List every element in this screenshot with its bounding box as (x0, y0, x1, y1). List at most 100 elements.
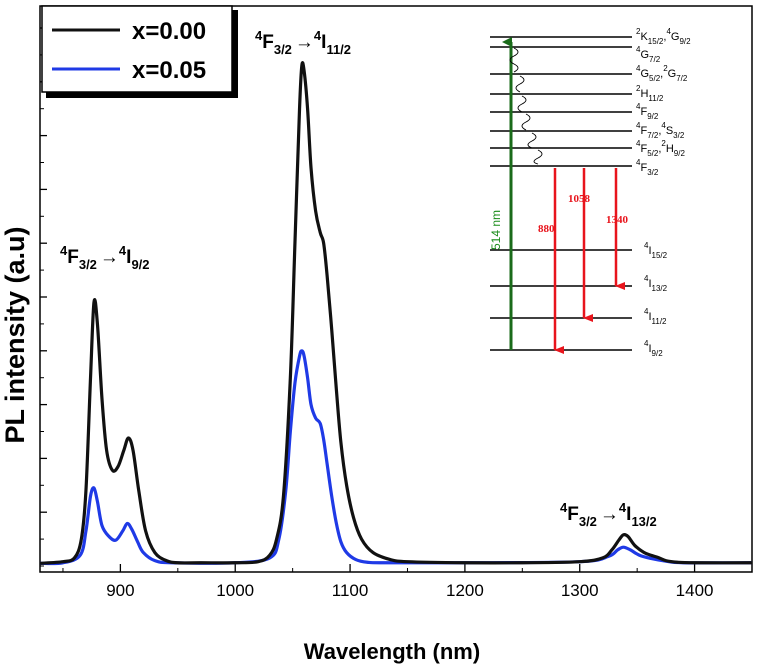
l3-a: 4 (636, 64, 641, 73)
l12-c: 9/2 (652, 349, 664, 358)
ann1-up1: 4 (60, 243, 68, 258)
l6-d: , (658, 125, 661, 137)
l1-g: 9/2 (679, 37, 691, 46)
l7-c: 5/2 (647, 149, 659, 158)
l6-a: 4 (636, 121, 641, 130)
ann2-main1: F (262, 32, 274, 53)
l12-a: 4 (644, 339, 649, 348)
l2-a: 4 (636, 45, 641, 54)
l4-b: H (640, 88, 648, 100)
ann3-arrow: → (600, 504, 619, 525)
x-tick-label-900: 900 (106, 581, 134, 600)
l1-c: 15/2 (648, 37, 664, 46)
annotation-peak3: 4F3/2 →4I13/2 (560, 500, 657, 529)
l5-a: 4 (636, 102, 641, 111)
l9-a: 4 (644, 241, 649, 250)
pump-label: 514 nm (489, 210, 503, 250)
svg-text:4F3/2→4I13/2: 4F3/2 →4I13/2 (560, 500, 657, 529)
l7-a: 4 (636, 139, 641, 148)
ann2-main2: I (321, 32, 326, 53)
l1-d: , (663, 31, 666, 43)
ann3-up1: 4 (560, 500, 568, 515)
l11-a: 4 (644, 307, 649, 316)
x-tick-label-1200: 1200 (446, 581, 484, 600)
legend-label-x000: x=0.00 (132, 18, 206, 45)
l3-e: 2 (663, 64, 668, 73)
l3-c: 5/2 (649, 74, 661, 83)
ann1-main2: I (126, 247, 131, 268)
l6-e: 4 (661, 121, 666, 130)
ann1-up2: 4 (119, 243, 127, 258)
level-label-11: 4I11/2 (644, 307, 667, 326)
plot-frame (39, 5, 753, 573)
l6-b: F (640, 125, 647, 137)
ann2-sub2: 11/2 (326, 42, 351, 57)
l8-c: 3/2 (647, 168, 659, 177)
ann3-main1: F (567, 504, 579, 525)
emission-label-1058: 1058 (568, 193, 591, 205)
l2-c: 7/2 (649, 55, 661, 64)
level-label-12: 4I9/2 (644, 339, 663, 358)
x-tick-label-1100: 1100 (332, 581, 369, 600)
y-axis-title: PL intensity (a.u) (0, 226, 30, 443)
emission-label-1340: 1340 (606, 214, 629, 226)
l6-f: S (666, 125, 673, 137)
l9-c: 15/2 (652, 251, 668, 260)
ann1-arrow: → (100, 247, 119, 268)
level-label-4: 2H11/2 (636, 84, 664, 103)
l5-c: 9/2 (647, 112, 659, 121)
annotation-peak1: 4F3/2 →4I9/2 (60, 243, 150, 272)
energy-level-inset: 2K15/2,4G9/2 4G7/2 4G5/2,2G7/2 2H11/2 4F… (489, 27, 691, 358)
ann3-sub1: 3/2 (579, 514, 597, 529)
svg-text:4F3/2→4I9/2: 4F3/2 →4I9/2 (60, 243, 150, 272)
ann1-main1: F (67, 247, 79, 268)
ann2-up2: 4 (314, 28, 322, 43)
l11-c: 11/2 (652, 317, 668, 326)
annotation-peak2: 4F3/2 →4I11/2 (255, 28, 351, 57)
ann1-sub2: 9/2 (131, 257, 149, 272)
l10-c: 13/2 (652, 284, 668, 293)
ann2-up1: 4 (255, 28, 263, 43)
x-tick-label-1400: 1400 (676, 581, 714, 600)
l1-a: 2 (636, 27, 641, 36)
l7-e: 2 (661, 139, 666, 148)
legend-label-x005: x=0.05 (132, 57, 206, 84)
l4-a: 2 (636, 84, 641, 93)
l7-g: 9/2 (674, 149, 686, 158)
legend-box (41, 5, 233, 93)
l7-b: F (640, 143, 647, 155)
x-tick-label-1300: 1300 (561, 581, 599, 600)
level-label-6: 4F7/2,4S3/2 (636, 121, 685, 140)
l7-d: , (658, 143, 661, 155)
x-axis-ticks: 900 1000 1100 1200 1300 1400 (62, 564, 753, 600)
l3-b: G (640, 68, 649, 80)
svg-text:4F3/2→4I11/2: 4F3/2 →4I11/2 (255, 28, 351, 57)
l7-f: H (666, 143, 674, 155)
l3-d: , (660, 68, 663, 80)
l8-a: 4 (636, 158, 641, 167)
l10-b: I (648, 278, 651, 290)
level-label-2: 4G7/2 (636, 45, 661, 64)
l2-b: G (640, 49, 649, 61)
series-line-x000 (39, 61, 753, 565)
ann3-main2: I (626, 504, 631, 525)
l10-a: 4 (644, 274, 649, 283)
level-label-8: 4F3/2 (636, 158, 659, 177)
l1-e: 4 (666, 27, 671, 36)
ann3-sub2: 13/2 (631, 514, 656, 529)
l6-g: 3/2 (673, 131, 685, 140)
l6-c: 7/2 (647, 131, 659, 140)
y-axis-ticks (40, 27, 47, 567)
l12-b: I (648, 343, 651, 355)
l5-b: F (640, 106, 647, 118)
l11-b: I (648, 311, 651, 323)
emission-label-880: 880 (538, 223, 555, 235)
l3-f: G (668, 68, 677, 80)
l8-b: F (640, 162, 647, 174)
level-label-10: 4I13/2 (644, 274, 668, 293)
level-label-1: 2K15/2,4G9/2 (636, 27, 691, 46)
nonradiative-cascade (509, 47, 543, 165)
l3-g: 7/2 (676, 74, 688, 83)
l1-b: K (640, 31, 648, 43)
